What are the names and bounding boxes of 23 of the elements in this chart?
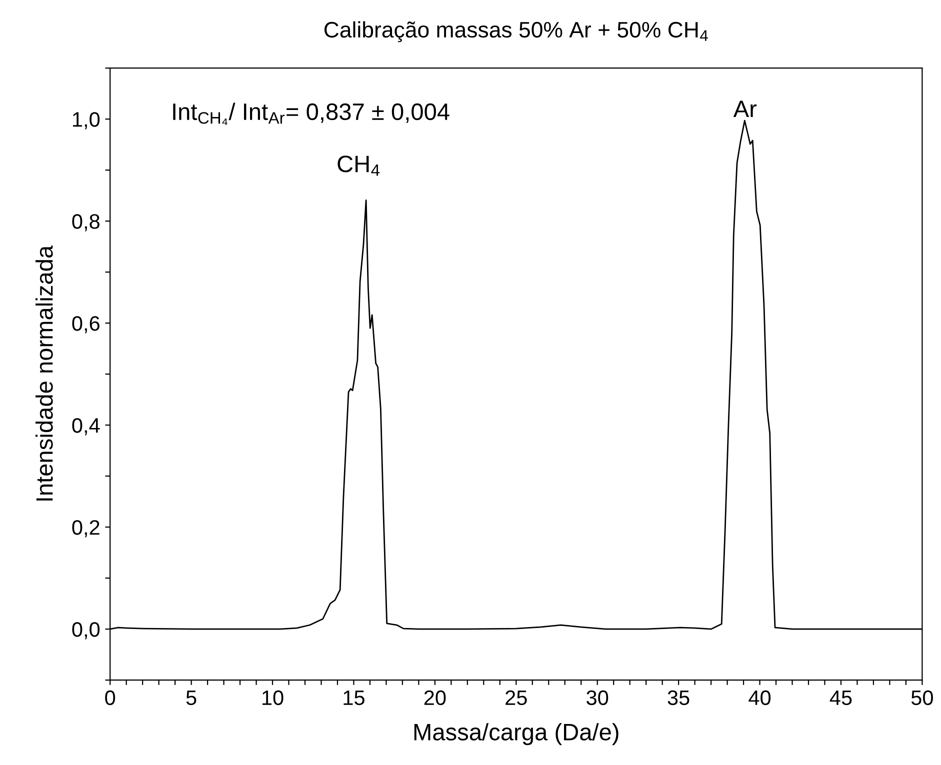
annotation: Int$_{CH₄}$/ Int$_{Ar}$= 0,837 ± 0,004 bbox=[173, 102, 450, 126]
x-tick-label: 35 bbox=[668, 690, 690, 706]
x-tick-label: 40 bbox=[748, 690, 771, 706]
x-tick-label: 25 bbox=[506, 690, 527, 706]
y-axis-title: Intensidade normalizada bbox=[36, 245, 53, 501]
x-tick-label: 10 bbox=[262, 690, 284, 706]
chart-title: Calibração massas 50% Ar + 50% CH$_{4}$ bbox=[324, 21, 708, 42]
x-tick-label: 30 bbox=[586, 690, 608, 706]
y-tick-label: 0,4 bbox=[72, 418, 100, 436]
y-tick-label: 1,0 bbox=[73, 112, 100, 130]
y-tick-label: 0,8 bbox=[72, 214, 100, 232]
y-tick-label: 0,0 bbox=[72, 622, 100, 640]
x-tick-label: 20 bbox=[424, 690, 446, 706]
x-tick-label: 45 bbox=[830, 690, 852, 706]
x-tick-label: 50 bbox=[911, 690, 933, 706]
annotation: CH$_{4}$ bbox=[338, 156, 380, 176]
x-axis-title: Massa/carga (Da/e) bbox=[414, 723, 618, 746]
x-tick-label: 15 bbox=[344, 690, 364, 706]
y-tick-label: 0,6 bbox=[72, 316, 100, 334]
x-tick-label: 5 bbox=[186, 690, 196, 706]
y-tick-label: 0,2 bbox=[72, 520, 100, 538]
x-tick-label: 0 bbox=[105, 690, 116, 706]
annotation: Ar bbox=[733, 100, 757, 118]
